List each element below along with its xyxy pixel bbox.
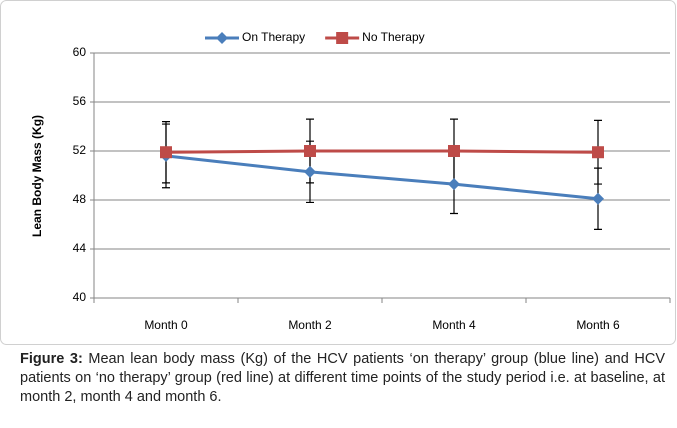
marker [592,146,604,159]
marker [336,32,349,44]
marker [448,145,460,157]
y-tick-label: 52 [73,143,87,157]
marker [216,32,228,44]
y-tick-label: 60 [73,45,87,59]
legend-label: No Therapy [362,30,424,44]
y-tick-label: 44 [73,241,87,255]
series-line [165,154,599,201]
marker [160,146,172,159]
marker [448,178,460,191]
x-tick-label: Month 0 [144,318,188,332]
x-tick-label: Month 4 [432,318,476,332]
marker [592,192,604,205]
y-tick-label: 40 [73,290,87,304]
x-tick-label: Month 6 [576,318,620,332]
y-axis-label: Lean Body Mass (Kg) [30,115,44,237]
chart-border [0,0,676,345]
caption: Figure 3: Mean lean body mass (Kg) of th… [20,350,665,407]
legend-label: On Therapy [242,30,305,44]
x-tick-label: Month 2 [288,318,332,332]
chart: Lean Body Mass (Kg) 40 44 48 52 56 60 Month 0 M… [0,0,676,345]
marker [304,165,316,178]
caption-text: Mean lean body mass (Kg) of the HCV pati… [20,351,665,405]
y-tick-label: 56 [73,94,87,108]
caption-label: Figure 3: [20,351,83,367]
y-tick-label: 48 [73,192,87,206]
marker [304,145,316,157]
series-line [165,149,599,154]
